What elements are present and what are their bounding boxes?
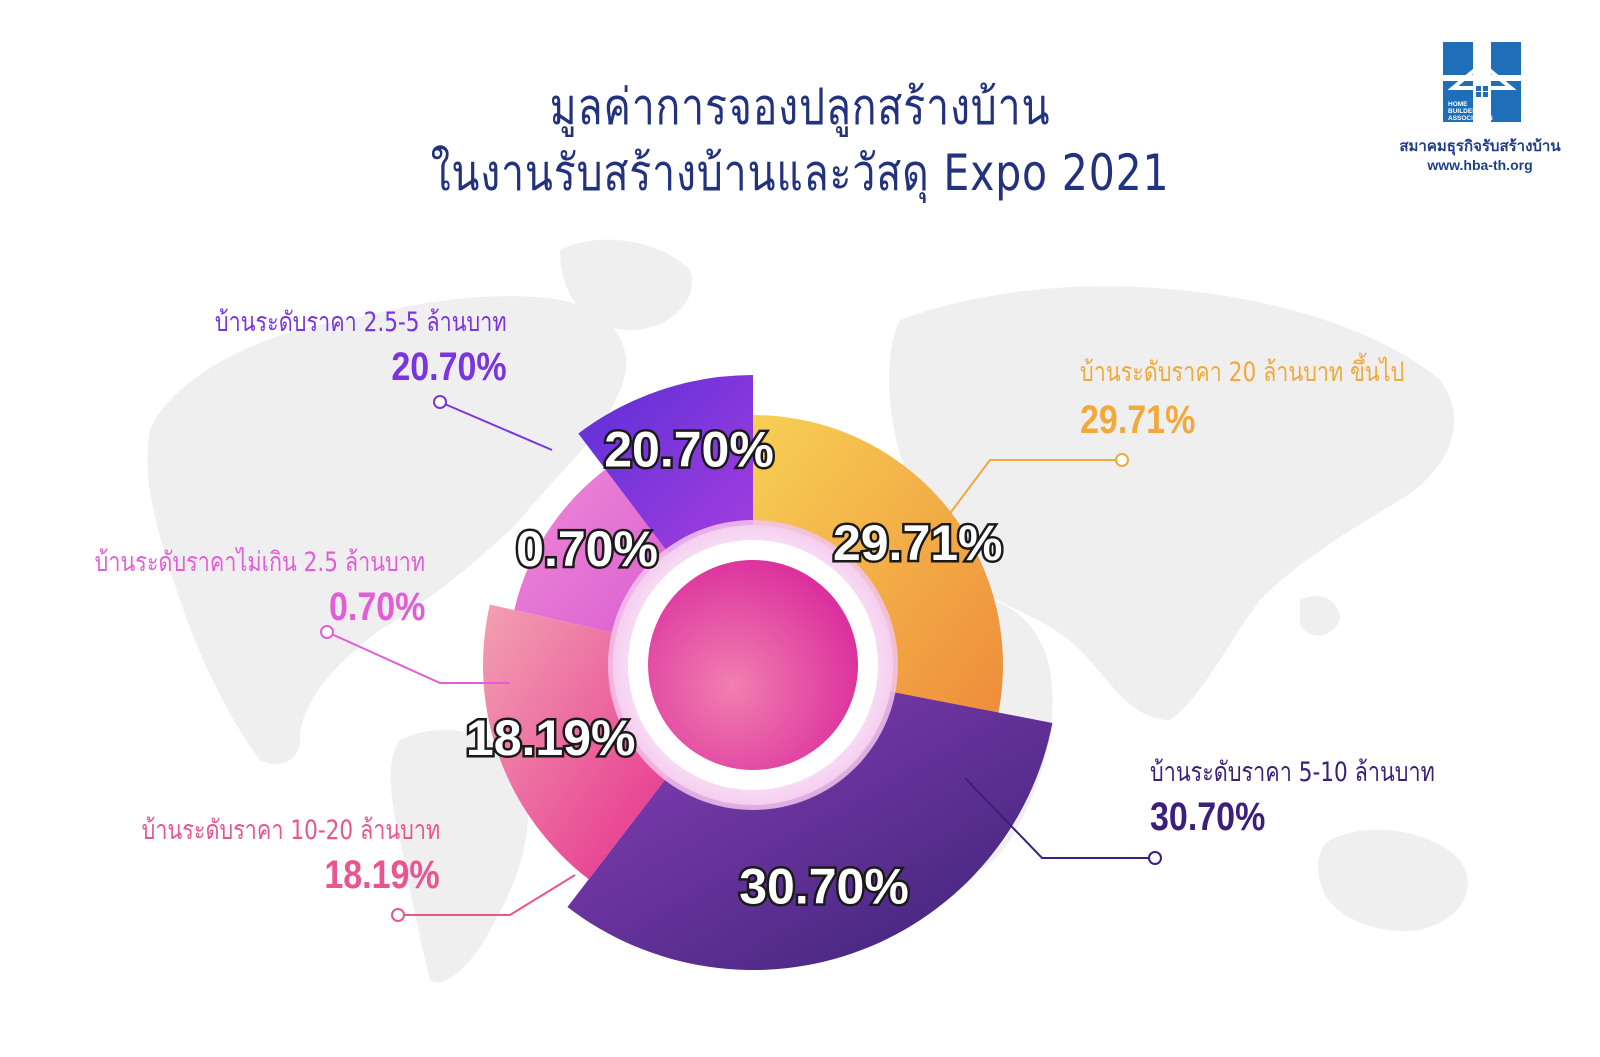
slice-value-label-3: 0.70% bbox=[516, 521, 658, 577]
callout-line-2 bbox=[326, 631, 510, 684]
slice-value-label-0: 29.71% bbox=[833, 515, 1003, 571]
slice-1 bbox=[567, 691, 1053, 971]
page-title-line-2: ในงานรับสร้างบ้านและวัสดุ Expo 2021 bbox=[430, 144, 1170, 202]
callout-line-0 bbox=[439, 401, 553, 451]
callout-dot-0 bbox=[433, 395, 447, 409]
logo-mark-text-2: BUILDER bbox=[1448, 108, 1477, 115]
callout-dot-4 bbox=[391, 908, 405, 922]
logo-org-name: สมาคมธุรกิจรับสร้างบ้าน bbox=[1399, 137, 1561, 155]
slice-value-label-2: 18.19% bbox=[466, 710, 636, 766]
callout-dot-1 bbox=[1115, 453, 1129, 467]
pct-5-10: 30.70% bbox=[1150, 795, 1266, 839]
label-under-2-5: บ้านระดับราคาไม่เกิน 2.5 ล้านบาท bbox=[94, 547, 425, 578]
callout-line-4 bbox=[398, 874, 576, 916]
slice-0 bbox=[753, 415, 1004, 738]
pct-2-5-5: 20.70% bbox=[391, 345, 507, 389]
callout-dot-3 bbox=[1148, 851, 1162, 865]
label-2-5-5: บ้านระดับราคา 2.5-5 ล้านบาท bbox=[215, 307, 507, 338]
slice-2 bbox=[483, 604, 668, 880]
label-5-10: บ้านระดับราคา 5-10 ล้านบาท bbox=[1150, 757, 1435, 788]
page-title-line-1: มูลค่าการจองปลูกสร้างบ้าน bbox=[549, 78, 1051, 136]
callout-dot-2 bbox=[320, 625, 334, 639]
pct-under-2-5: 0.70% bbox=[328, 585, 425, 629]
logo-mark-text-1: HOME bbox=[1448, 101, 1468, 108]
house-logo-icon: HOME BUILDER ASSOCIATION bbox=[1443, 42, 1521, 122]
label-10-20: บ้านระดับราคา 10-20 ล้านบาท bbox=[141, 815, 440, 846]
slice-4 bbox=[578, 375, 753, 554]
logo-mark-text-3: ASSOCIATION bbox=[1448, 115, 1493, 122]
pct-20-plus: 29.71% bbox=[1080, 398, 1196, 442]
label-20-plus: บ้านระดับราคา 20 ล้านบาท ขึ้นไป bbox=[1080, 357, 1405, 388]
pct-10-20: 18.19% bbox=[324, 853, 440, 897]
slice-value-label-1: 30.70% bbox=[739, 858, 909, 914]
callout-line-1 bbox=[929, 459, 1122, 541]
logo-url: www.hba-th.org bbox=[1427, 157, 1533, 173]
callout-line-3 bbox=[964, 777, 1155, 859]
slice-value-label-4: 20.70% bbox=[604, 421, 774, 477]
center-circle bbox=[648, 560, 858, 770]
